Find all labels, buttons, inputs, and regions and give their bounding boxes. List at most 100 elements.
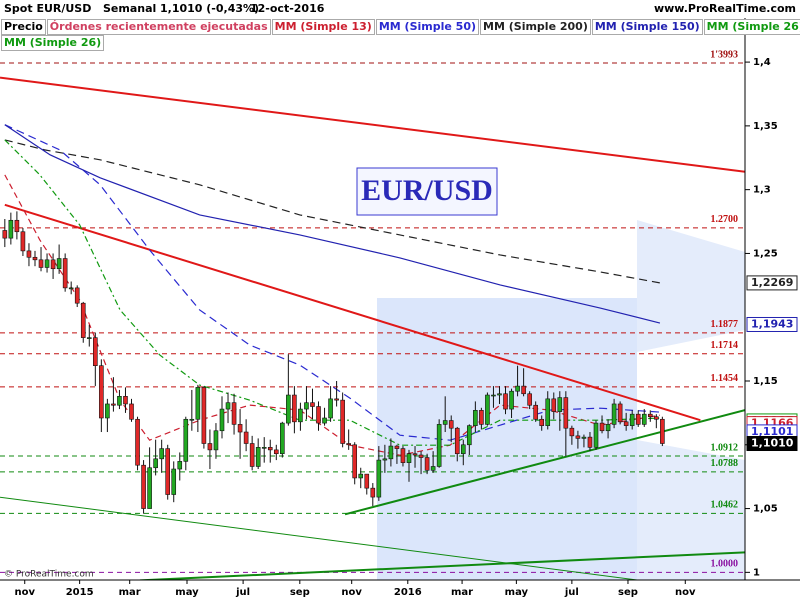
candle-body [611,403,617,425]
candle-body [2,230,8,239]
candle-body [286,394,291,424]
x-tick-label: jul [564,587,579,598]
candle-body [497,393,502,396]
x-tick-label: nov [675,587,696,598]
candle-body [153,458,158,469]
copyright: © ProRealTime.com [4,570,94,580]
y-tick-label: 1,3 [753,185,771,196]
candle-body [418,454,424,458]
trend-line [344,409,745,516]
candle-body [400,448,406,463]
legend-item: MM (Simple 50) [375,19,480,35]
price-tag [746,436,798,452]
candle-body [74,287,80,304]
candle-body [207,443,213,451]
candle-body [255,447,261,467]
candle-body [460,444,466,455]
candle-body [533,404,538,420]
candle-body [80,302,86,338]
candle-body [105,403,110,419]
legend: Precio Órdenes recientemente ejecutadas … [1,19,800,35]
shade-region [377,298,637,580]
legend-item: Precio [1,19,46,35]
candle-body [62,258,68,289]
candle-body [623,421,629,426]
y-tick-label: 1,35 [753,121,778,132]
candle-body [177,461,183,470]
legend-item: MM (Simple 13) [271,19,375,35]
candle-body [56,258,62,270]
level-label: 1.1714 [711,340,739,351]
header-instrument: Spot EUR/USD [4,2,91,15]
shade-fan [637,440,745,580]
y-tick-label: 1,4 [753,57,771,68]
candle-body [8,219,14,239]
candle-body [587,436,593,448]
x-tick-label: sep [290,587,310,598]
level-label: 1.0788 [711,458,739,469]
header-period: Semanal [103,2,156,15]
trend-line [0,76,745,173]
trend-line [0,496,641,580]
candle-body [352,444,358,479]
x-tick-label: mar [451,587,473,598]
candle-body [213,430,219,451]
candle-body [86,337,92,339]
candle-body [273,449,279,455]
header-last: 1,1010 (-0,43%) [160,2,259,15]
candle-body [243,431,249,444]
shade-fan [637,220,745,352]
candle-body [448,420,454,429]
candle-body [599,422,605,432]
candle-body [183,418,189,462]
candle-body [267,447,273,451]
candle-body [322,417,327,424]
x-tick-label: jul [235,587,250,598]
candle-body [129,403,134,420]
candle-body [412,453,418,456]
candle-body [44,259,50,268]
candle-body [38,259,44,268]
candle-body [364,473,370,489]
candle-body [358,473,364,479]
candle-body [563,397,569,429]
candle-body [370,487,376,498]
legend-item: MM (Simple 150) [591,19,703,35]
candle-body [467,425,472,446]
candle-body [557,397,563,412]
x-tick-label: 2016 [394,587,422,598]
candle-body [50,259,56,270]
candle-body [159,448,164,460]
candle-body [328,398,333,419]
candle-body [171,468,177,495]
candle-body [635,413,641,425]
y-tick-label: 1,05 [753,504,778,515]
candle-body [346,443,351,446]
legend-item: MM (Simple 26) [703,19,800,35]
candle-body [376,459,382,498]
candle-body [551,398,557,412]
price-tag [746,316,798,332]
x-tick-label: nov [14,587,35,598]
candle-body [316,406,321,424]
price-tag-label: 1,1943 [751,317,793,330]
candle-body [430,466,436,471]
legend: MM (Simple 26) [1,35,105,51]
candle-body [147,467,152,509]
annotation: EUR/USD [361,174,493,207]
candle-body [617,403,623,423]
level-label: 1.0462 [711,500,739,511]
level-label: 1'3993 [710,49,738,60]
candle-body [515,385,520,392]
price-tag-label: 1,2269 [751,276,793,289]
ma-line [4,124,661,324]
level-label: 1.2700 [711,214,739,225]
candle-body [479,410,484,425]
candle-body [20,231,26,252]
candle-body [165,448,171,495]
candle-body [99,365,104,419]
level-label: 1.0912 [711,442,739,453]
candle-body [123,396,128,405]
candle-body [509,390,514,410]
candle-body [654,416,659,420]
